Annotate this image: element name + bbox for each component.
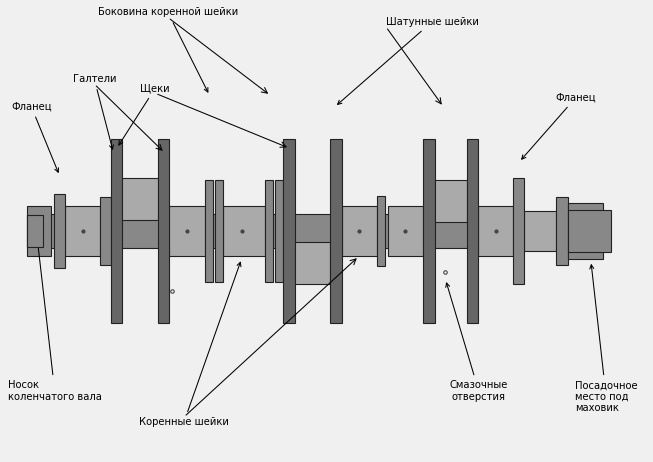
- Bar: [65, 206, 100, 256]
- Bar: [27, 213, 603, 249]
- Text: Фланец: Фланец: [522, 92, 596, 159]
- Text: Коренные шейки: Коренные шейки: [139, 262, 241, 427]
- Text: Щеки: Щеки: [119, 83, 170, 145]
- Bar: [342, 206, 377, 256]
- Bar: [568, 202, 603, 260]
- Bar: [123, 178, 158, 219]
- Text: Шатунные шейки: Шатунные шейки: [338, 17, 479, 104]
- Bar: [158, 139, 169, 323]
- Bar: [215, 181, 223, 281]
- Bar: [377, 195, 385, 267]
- Text: Посадочное
место под
маховик: Посадочное место под маховик: [575, 265, 637, 413]
- Bar: [54, 194, 65, 268]
- Bar: [295, 243, 330, 284]
- Bar: [423, 139, 434, 323]
- Bar: [264, 181, 273, 281]
- Bar: [513, 178, 524, 284]
- Bar: [466, 139, 478, 323]
- Bar: [27, 215, 43, 247]
- Bar: [223, 206, 264, 256]
- Text: Носок
коленчатого вала: Носок коленчатого вала: [8, 237, 102, 402]
- Bar: [169, 206, 204, 256]
- Bar: [27, 206, 52, 256]
- Text: Галтели: Галтели: [72, 74, 116, 149]
- Text: Фланец: Фланец: [11, 102, 59, 172]
- Text: Смазочные
отверстия: Смазочные отверстия: [446, 283, 508, 402]
- Bar: [556, 196, 568, 266]
- Bar: [478, 206, 513, 256]
- Bar: [524, 211, 556, 251]
- Bar: [204, 181, 213, 281]
- Bar: [434, 181, 466, 222]
- Bar: [388, 206, 423, 256]
- Bar: [100, 197, 111, 265]
- Text: Боковина коренной шейки: Боковина коренной шейки: [98, 7, 238, 92]
- Bar: [275, 181, 283, 281]
- Bar: [568, 210, 611, 252]
- Bar: [283, 139, 295, 323]
- Bar: [330, 139, 342, 323]
- Bar: [111, 139, 123, 323]
